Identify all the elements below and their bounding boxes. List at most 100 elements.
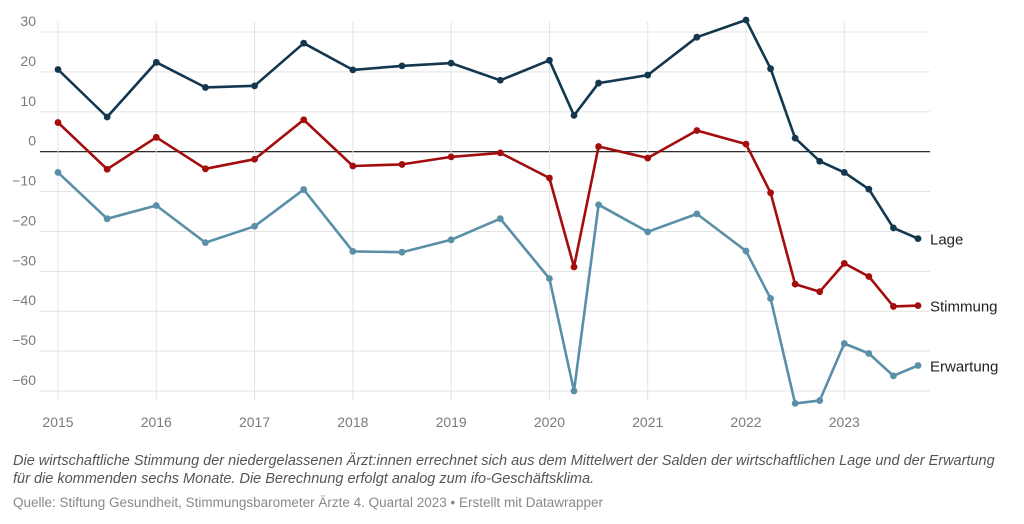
x-tick-label: 2017 [239,414,270,430]
data-point [570,263,578,271]
series-lage [54,16,922,243]
data-point [54,66,62,73]
data-point [54,169,62,176]
data-point [300,39,308,47]
series-line [56,171,920,405]
data-point [496,76,504,84]
data-point [202,165,209,173]
series-line [56,18,920,240]
x-tick-label: 2021 [632,414,663,430]
x-tick-label: 2019 [436,414,467,430]
grid [40,22,930,401]
x-tick-label: 2016 [141,414,172,430]
data-point [570,387,578,395]
data-point [890,303,897,310]
data-point [152,202,160,209]
series-lines [54,16,922,407]
data-point [791,280,799,288]
chart-caption: Die wirtschaftliche Stimmung der niederg… [13,453,995,487]
series-label: Erwartung [930,358,998,375]
series-stimmung [54,116,922,310]
data-point [570,111,578,119]
data-point [914,362,922,369]
data-point [595,201,602,209]
data-point [349,247,357,255]
data-point [890,372,897,380]
data-point [398,161,406,168]
x-tick-label: 2015 [42,414,73,430]
data-point [546,275,553,282]
y-tick-label: −60 [12,372,36,388]
data-point [447,236,455,244]
data-point [251,155,258,163]
y-tick-label: −30 [12,252,36,268]
line-chart: 30 20 10 0 −10 −20 −30 −40 −50 −60 2015 2016 2017 20… [12,13,998,430]
y-tick-label: 20 [20,53,36,69]
y-axis-ticks: 30 20 10 0 −10 −20 −30 −40 −50 −60 [12,13,36,388]
y-tick-label: 30 [20,13,36,29]
data-point [693,210,701,218]
data-point [349,66,357,74]
data-point [865,185,873,193]
data-point [840,169,848,176]
data-point [816,288,824,296]
data-point [349,162,357,170]
data-point [742,16,750,24]
data-point [152,58,160,66]
data-point [644,154,652,162]
data-point [816,157,824,165]
data-point [300,186,308,193]
y-tick-label: −50 [12,332,36,348]
data-point [251,222,258,230]
data-point [546,56,553,64]
data-point [791,134,799,142]
data-point [914,302,922,310]
chart-source: Quelle: Stiftung Gesundheit, Stimmungsba… [13,495,603,510]
data-point [152,133,160,141]
data-point [693,33,701,41]
data-point [447,59,455,67]
data-point [791,399,799,407]
data-point [693,127,701,134]
data-point [595,79,602,87]
data-point [595,143,602,150]
data-point [890,224,897,232]
data-point [546,174,553,182]
data-point [865,350,873,357]
data-point [767,295,774,302]
x-tick-label: 2020 [534,414,565,430]
data-point [840,340,848,347]
data-point [816,397,824,404]
x-tick-label: 2018 [337,414,368,430]
data-point [914,235,922,243]
series-label: Lage [930,232,963,249]
data-point [398,248,406,256]
data-point [496,149,504,157]
data-point [202,84,209,91]
series-label: Stimmung [930,299,998,316]
data-point [202,239,209,247]
data-point [300,116,308,124]
data-point [644,228,652,236]
data-point [103,165,111,173]
data-point [644,71,652,79]
data-point [103,113,111,121]
data-point [496,215,504,223]
data-point [447,153,455,161]
y-tick-label: −10 [12,173,36,189]
data-point [865,273,873,280]
y-tick-label: −40 [12,292,36,308]
data-point [767,65,774,73]
x-tick-label: 2023 [829,414,860,430]
data-point [54,119,62,126]
y-tick-label: −20 [12,212,36,228]
series-erwartung [54,169,922,407]
data-point [251,82,258,90]
data-point [103,215,111,223]
data-point [767,189,774,197]
data-point [742,247,750,255]
y-tick-label: 0 [28,133,36,149]
y-tick-label: 10 [20,93,36,109]
data-point [840,259,848,267]
series-line [56,118,920,308]
